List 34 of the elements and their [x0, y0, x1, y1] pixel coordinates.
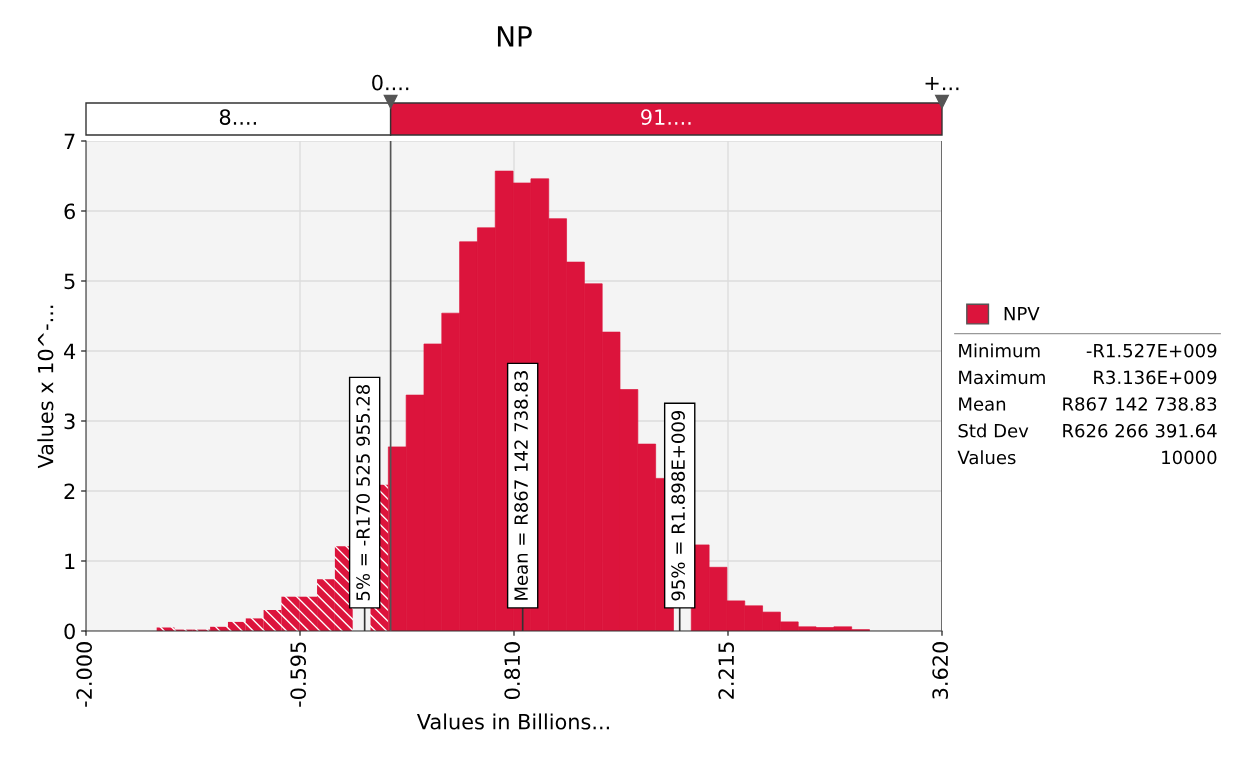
x-axis-title: Values in Billions... [416, 713, 609, 730]
text: R3.136E+009 [1094, 370, 1217, 385]
x-tick-label: -0.595 [290, 642, 307, 707]
y-tick-label: 5 [64, 273, 75, 290]
text: Mean [959, 397, 1006, 411]
text: R867 142 738.83 [1063, 397, 1217, 411]
chart-title: NP [497, 26, 532, 47]
x-tick-label: -2.000 [76, 642, 93, 707]
text: Values [957, 450, 1016, 465]
x-tick-label: 0.810 [504, 642, 521, 699]
y-axis-title: Values x 10^-... [37, 305, 54, 469]
text: Maximum [959, 370, 1045, 385]
text: 91.... [641, 109, 691, 125]
ref-line-label: 5% = -R170 525 955.28 [356, 384, 370, 601]
y-tick-label: 2 [64, 483, 75, 499]
y-tick-label: 7 [64, 133, 75, 149]
y-tick-label: 6 [64, 203, 75, 220]
text: Std Dev [958, 423, 1029, 438]
text: -R1.527E+009 [1086, 343, 1217, 358]
ref-line-label: 0.... [372, 74, 409, 91]
y-tick-label: 3 [64, 413, 75, 430]
ref-line-label: Mean = R867 142 738.83 [514, 371, 528, 600]
ref-line-label: 95% = R1.898E+009 [671, 410, 685, 601]
x-tick-label: 3.620 [932, 642, 949, 699]
text: Minimum [959, 343, 1040, 358]
x-tick-label: 2.215 [718, 642, 735, 699]
ref-line-label: +... [925, 77, 959, 91]
text: R626 266 391.64 [1063, 423, 1217, 438]
text: 10000 [1162, 450, 1217, 465]
y-tick-label: 0 [64, 623, 75, 640]
y-tick-label: 4 [64, 343, 76, 359]
y-tick-label: 1 [65, 553, 75, 569]
legend-label: NPV [1004, 306, 1040, 321]
text: 8.... [219, 109, 256, 125]
